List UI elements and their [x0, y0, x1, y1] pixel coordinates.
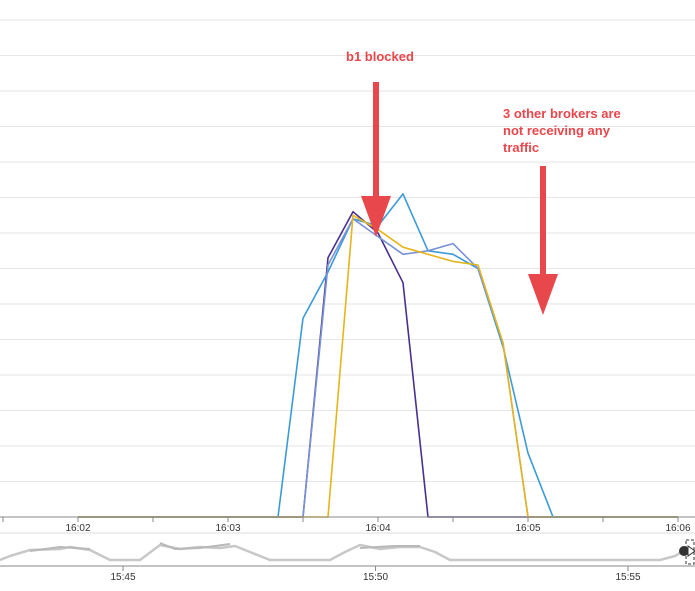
annotations: b1 blocked 3 other brokers are not recei…: [346, 49, 621, 315]
annotation-b1-blocked: b1 blocked: [346, 49, 414, 64]
series-lines: [78, 193, 678, 518]
navigator-handle[interactable]: [679, 539, 695, 565]
series-line-4: [78, 214, 678, 518]
x-tick-label: 16:04: [365, 523, 390, 534]
navigator-tick-label: 15:45: [110, 572, 135, 583]
annotation-other-brokers-line-1: 3 other brokers are: [503, 106, 621, 121]
x-tick-label: 16:03: [215, 523, 240, 534]
x-tick-label: 16:02: [65, 523, 90, 534]
navigator-tick-label: 15:50: [363, 572, 388, 583]
gridlines: [0, 19, 695, 518]
x-axis: 16:02 16:03 16:04 16:05 16:06: [0, 516, 695, 534]
series-line-3: [78, 218, 678, 518]
navigator-tick-label: 15:55: [615, 572, 640, 583]
series-line-2: [78, 193, 678, 518]
navigator-series-dark: [29, 542, 420, 552]
x-tick-label: 16:05: [515, 523, 540, 534]
arrow-b1: [361, 82, 391, 237]
x-tick-label: 16:06: [665, 523, 690, 534]
series-line-1: [78, 210, 678, 518]
arrow-other-brokers: [528, 166, 558, 315]
navigator-series: [0, 543, 686, 562]
annotation-other-brokers-line-2: not receiving any: [503, 123, 611, 138]
annotation-other-brokers-line-3: traffic: [503, 140, 539, 155]
time-navigator[interactable]: 15:45 15:50 15:55: [0, 532, 695, 583]
